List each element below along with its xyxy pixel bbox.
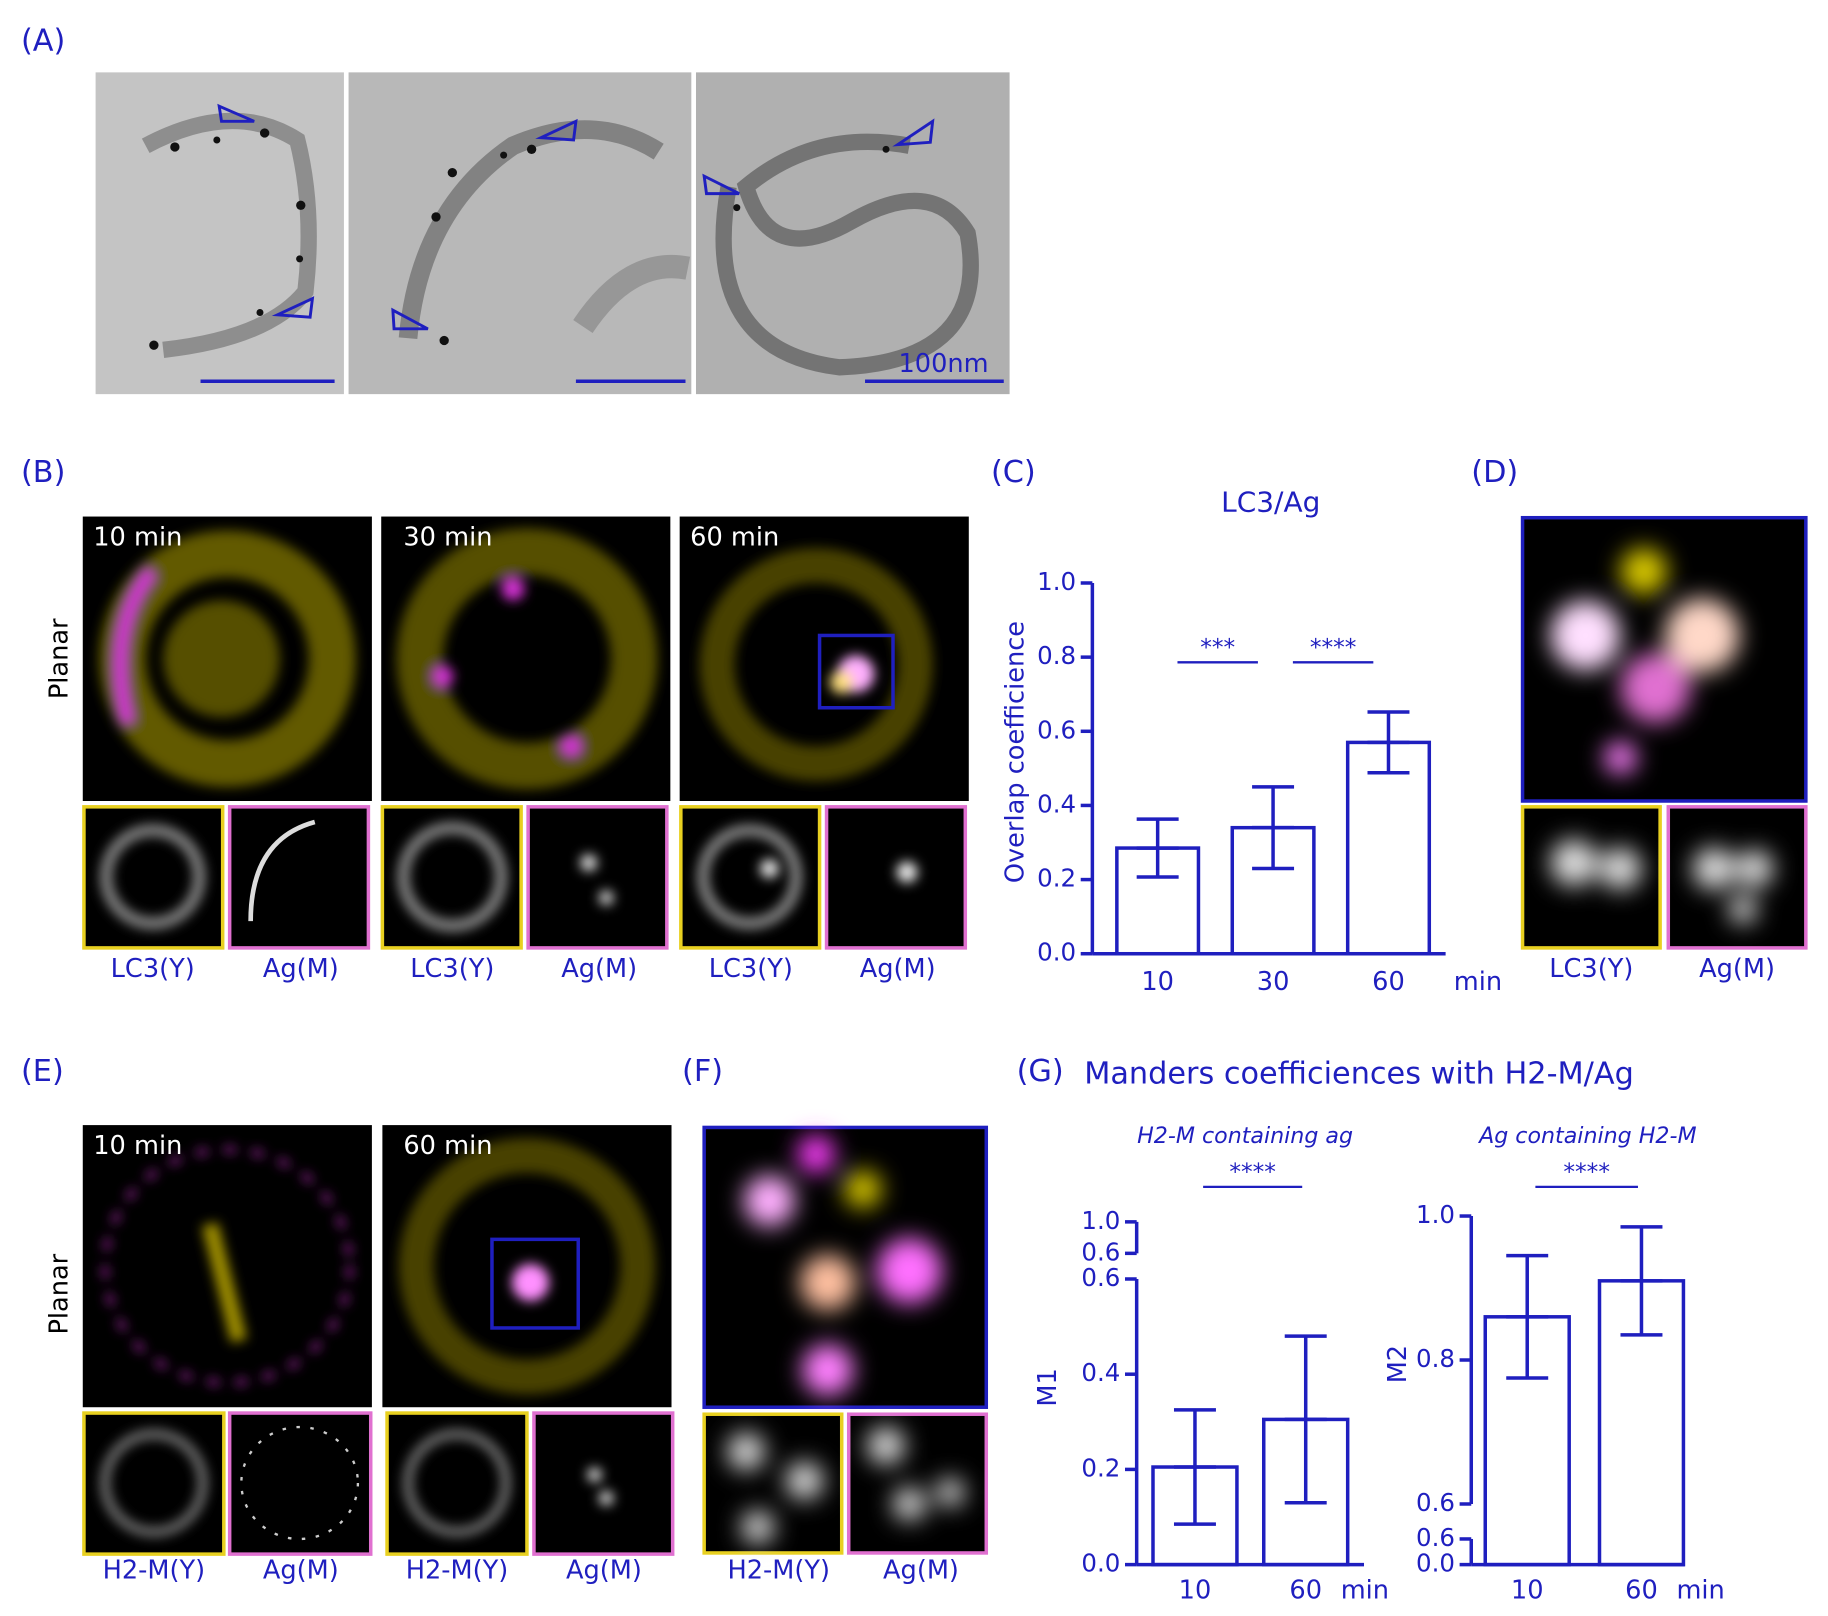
- x-tick-label: 10: [1141, 967, 1174, 997]
- y-tick-label: 0.4: [1037, 789, 1076, 818]
- channel-label: Ag(M): [566, 1556, 642, 1586]
- x-unit: min: [1454, 967, 1502, 997]
- y-tick-label: 0.6: [1037, 715, 1076, 744]
- y-tick-label: 0.2: [1081, 1453, 1120, 1482]
- time-label: 60 min: [403, 1131, 492, 1161]
- x-tick-label: 10: [1511, 1575, 1544, 1605]
- x-tick-label: 30: [1257, 967, 1290, 997]
- x-unit: min: [1676, 1575, 1724, 1605]
- micrographs: [82, 72, 1808, 1556]
- membrane: [398, 120, 664, 340]
- channel-label: Ag(M): [1699, 954, 1775, 984]
- time-label: 30 min: [403, 523, 492, 553]
- significance-label: ****: [1229, 1158, 1276, 1185]
- channel-label: LC3(Y): [111, 954, 195, 984]
- channel-label: H2-M(Y): [727, 1556, 830, 1586]
- panel-label: (E): [21, 1054, 64, 1089]
- membrane: [715, 133, 979, 376]
- panel-label: (A): [21, 24, 65, 59]
- x-tick-label: 10: [1179, 1575, 1212, 1605]
- channel-label: Ag(M): [883, 1556, 959, 1586]
- scale-label: 100nm: [898, 349, 988, 379]
- y-tick-label: 0.6: [1416, 1523, 1455, 1552]
- channel-label: Ag(M): [561, 954, 637, 984]
- y-tick-label: 0.8: [1037, 641, 1076, 670]
- time-label: 10 min: [93, 1131, 182, 1161]
- channel-label: Ag(M): [860, 954, 936, 984]
- time-label: 10 min: [93, 523, 182, 553]
- x-tick-label: 60: [1625, 1575, 1658, 1605]
- channel-label: LC3(Y): [410, 954, 494, 984]
- row-label: Planar: [45, 618, 75, 699]
- y-tick-label: 0.4: [1081, 1358, 1120, 1387]
- y-axis-label: M1: [1033, 1368, 1063, 1406]
- panel-label: (D): [1471, 455, 1518, 490]
- y-axis-label: Overlap coefficience: [1001, 621, 1031, 883]
- channel-label: H2-M(Y): [103, 1556, 206, 1586]
- y-tick-label: 0.0: [1037, 938, 1076, 967]
- y-tick-label: 0.6: [1081, 1237, 1120, 1266]
- y-tick-label: 0.0: [1081, 1549, 1120, 1578]
- significance-label: ***: [1200, 634, 1235, 661]
- significance-label: ****: [1310, 634, 1357, 661]
- time-label: 60 min: [690, 523, 779, 553]
- y-tick-label: 0.8: [1416, 1344, 1455, 1373]
- y-axis-label: M2: [1383, 1345, 1413, 1383]
- x-tick-label: 60: [1372, 967, 1405, 997]
- x-unit: min: [1341, 1575, 1389, 1605]
- significance-label: ****: [1563, 1158, 1610, 1185]
- panel-label: (B): [21, 455, 65, 490]
- x-tick-label: 60: [1289, 1575, 1322, 1605]
- channel-label: LC3(Y): [1549, 954, 1633, 984]
- y-tick-label: 0.6: [1081, 1263, 1120, 1292]
- em-image: [695, 72, 1010, 395]
- y-tick-label: 0.6: [1416, 1488, 1455, 1517]
- chart-subtitle: Ag containing H2-M: [1477, 1123, 1697, 1149]
- y-tick-label: 0.2: [1037, 864, 1076, 893]
- y-tick-label: 1.0: [1081, 1206, 1120, 1235]
- y-tick-label: 1.0: [1416, 1200, 1455, 1229]
- row-label: Planar: [45, 1253, 75, 1334]
- channel-label: Ag(M): [263, 954, 339, 984]
- membrane: [573, 254, 691, 334]
- panel-label: (G): [1017, 1054, 1064, 1089]
- y-tick-label: 1.0: [1037, 567, 1076, 596]
- em-image: [348, 72, 692, 395]
- y-tick-label: 0.0: [1416, 1549, 1455, 1578]
- channel-label: H2-M(Y): [406, 1556, 509, 1586]
- panel-title: Manders coefficiences with H2-M/Ag: [1084, 1056, 1634, 1091]
- channel-label: LC3(Y): [709, 954, 793, 984]
- panel-label: (C): [991, 455, 1036, 490]
- channel-label: Ag(M): [263, 1556, 339, 1586]
- panel-label: (F): [682, 1054, 723, 1089]
- chart-subtitle: H2-M containing ag: [1137, 1123, 1353, 1149]
- chart-title: LC3/Ag: [1221, 486, 1320, 519]
